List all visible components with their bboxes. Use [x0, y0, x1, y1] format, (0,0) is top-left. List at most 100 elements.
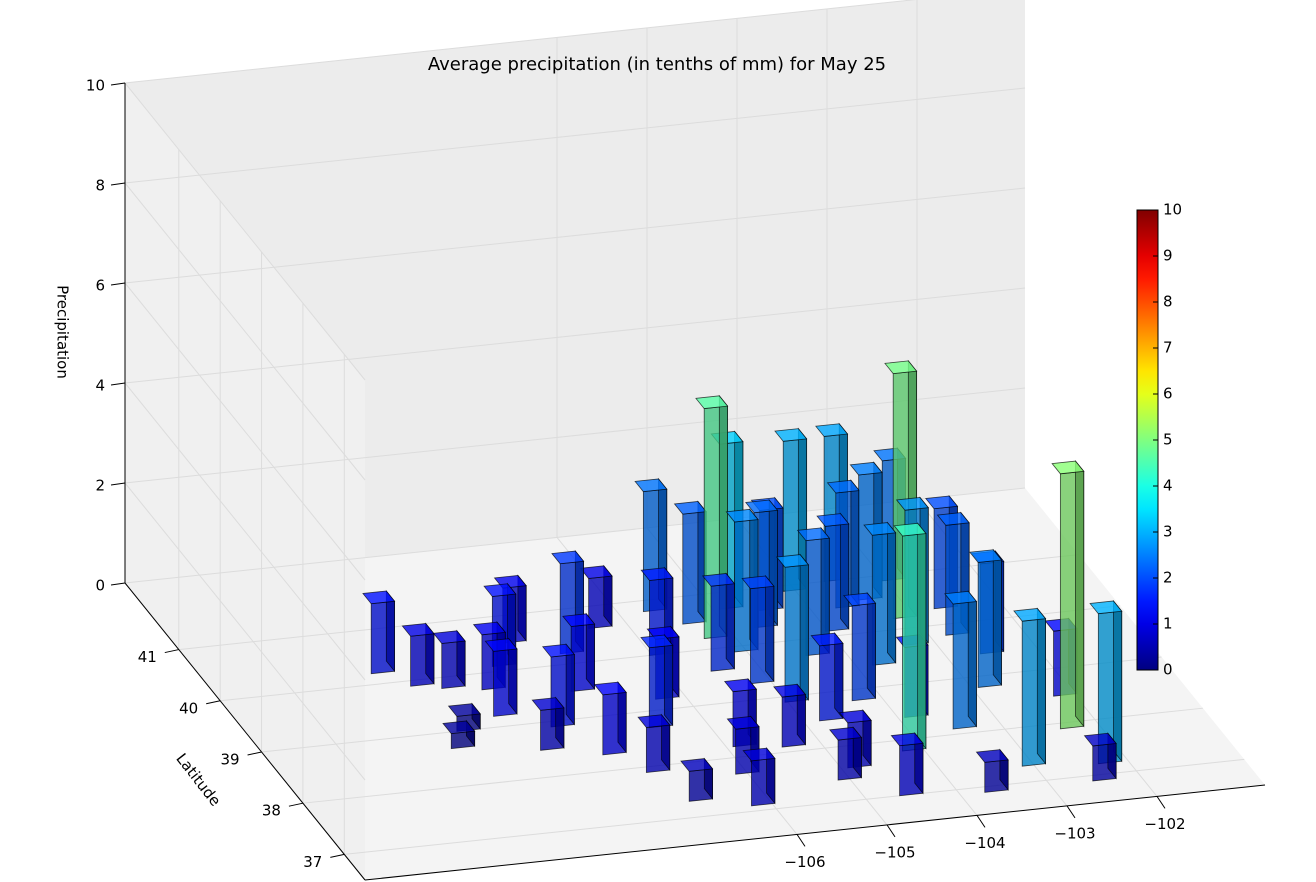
bar-face: [401, 623, 435, 637]
z-tick-label: 4: [95, 377, 105, 395]
grid-line: [261, 656, 1162, 753]
bar-face: [1036, 607, 1046, 765]
bar: [741, 574, 775, 685]
bar-face: [944, 590, 978, 605]
bar-face: [640, 634, 674, 649]
bar-face: [680, 758, 714, 772]
bar: [531, 696, 565, 751]
x-tick: [796, 834, 806, 847]
z-tick: [110, 282, 126, 286]
bar-face: [1051, 460, 1085, 475]
bar-face: [992, 548, 1002, 687]
bar-face: [385, 589, 395, 673]
grid-line: [124, 0, 917, 84]
bar-face: [742, 747, 776, 762]
y-tick: [206, 700, 221, 705]
x-tick: [886, 824, 896, 838]
bar-face: [936, 512, 970, 526]
bar: [637, 713, 671, 773]
colorbar-tick-label: 6: [1163, 385, 1173, 403]
bar-face: [725, 508, 759, 523]
grid-line: [124, 187, 1026, 284]
colorbar-tick-label: 2: [1163, 569, 1173, 587]
y-axis-label: Latitude: [172, 750, 224, 810]
z-tick: [110, 482, 126, 486]
bar-face: [829, 726, 863, 741]
bar-face: [472, 621, 507, 636]
chart-title: Average precipitation (in tenths of mm) …: [428, 54, 886, 75]
bar-face: [640, 567, 674, 581]
bar-face: [765, 574, 775, 683]
colorbar-tick-label: 9: [1163, 247, 1173, 265]
x-tick-label: −102: [1144, 815, 1185, 833]
bar-face: [634, 478, 668, 493]
bar-face: [866, 591, 876, 700]
x-tick-label: −105: [874, 843, 915, 861]
bar-face: [774, 428, 808, 442]
colorbar-tick-label: 8: [1163, 293, 1173, 311]
bar-face: [863, 522, 897, 536]
bar: [816, 512, 850, 632]
colorbar-tick-label: 5: [1163, 431, 1173, 449]
bar-face: [484, 638, 518, 652]
bar-face: [723, 678, 758, 693]
grid-line: [124, 282, 366, 581]
x-axis: [364, 784, 1266, 881]
bar-face: [969, 549, 1003, 563]
bar-face: [673, 501, 707, 515]
bar-face: [1089, 600, 1123, 615]
grid-line: [124, 87, 1026, 184]
bar-face: [726, 716, 760, 730]
bar-face: [840, 512, 850, 631]
x-tick: [976, 815, 986, 828]
y-tick-label: 38: [262, 802, 281, 820]
bar-face: [432, 630, 466, 644]
bar-face: [1113, 599, 1123, 763]
bar-face: [1083, 732, 1117, 747]
bar-face: [773, 683, 807, 698]
z-tick: [110, 182, 126, 186]
bar: [593, 681, 627, 756]
colorbar-tick-label: 4: [1163, 477, 1173, 495]
left-pane: [125, 83, 365, 880]
x-tick-label: −106: [784, 853, 825, 871]
bar-face: [695, 395, 729, 409]
colorbar-tick-label: 3: [1163, 523, 1173, 541]
bar: [975, 748, 1009, 793]
grid-line: [124, 82, 366, 381]
bar: [701, 572, 736, 672]
x-tick-label: −103: [1054, 824, 1095, 842]
y-axis: [124, 582, 366, 881]
bar-face: [843, 592, 877, 607]
bar-face: [893, 522, 927, 537]
bar-face: [637, 714, 671, 728]
bar-face: [447, 703, 482, 717]
colorbar-tick-label: 0: [1163, 661, 1173, 679]
bar-face: [362, 590, 396, 605]
bar-face: [890, 732, 924, 747]
z-axis-label: Precipitation: [54, 285, 72, 379]
bar: [1083, 732, 1117, 782]
bar-face: [541, 643, 576, 658]
bar: [562, 612, 596, 692]
y-tick: [247, 751, 262, 756]
bar-face: [551, 550, 585, 565]
grid-line: [178, 554, 1079, 651]
y-tick: [330, 853, 345, 858]
bar-face: [834, 632, 844, 720]
bar-face: [887, 521, 897, 664]
x-tick: [1066, 805, 1076, 819]
grid-line: [124, 382, 366, 681]
bar-face: [531, 697, 565, 711]
bar: [401, 622, 435, 687]
bar-face: [826, 479, 860, 494]
bar-face: [975, 749, 1009, 763]
bar-face: [917, 522, 927, 750]
z-tick-label: 10: [86, 77, 105, 95]
bar: [432, 629, 466, 689]
bar: [863, 521, 897, 666]
z-tick-label: 6: [95, 277, 105, 295]
grid-line: [124, 482, 366, 781]
bar: [810, 632, 844, 722]
